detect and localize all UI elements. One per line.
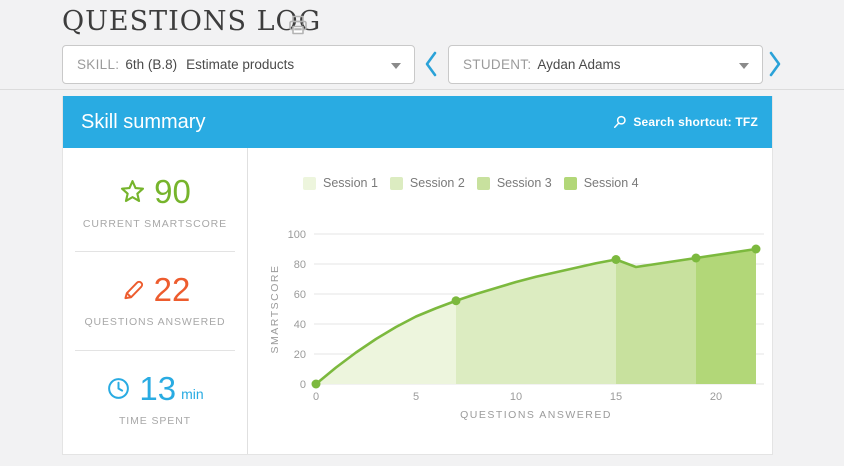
chart-legend: Session 1 Session 2 Session 3 Session 4 <box>303 176 651 190</box>
y-tick-label: 40 <box>294 319 306 331</box>
y-axis-title: SMARTSCORE <box>269 265 281 354</box>
stat-divider <box>75 349 235 351</box>
smartscore-line <box>315 247 757 386</box>
x-tick-label: 20 <box>710 391 722 403</box>
student-select-label: STUDENT: <box>463 57 532 72</box>
data-point <box>611 255 621 264</box>
legend-label: Session 1 <box>323 176 378 190</box>
skill-summary-card: Skill summary Search shortcut: TFZ 90 <box>62 96 773 455</box>
session-area <box>316 300 456 384</box>
smartscore-chart: 0 20 40 60 80 100 0 5 10 15 20 QUESTIONS ANSWERED SM… <box>269 229 764 421</box>
legend-label: Session 4 <box>583 176 639 190</box>
search-shortcut: Search shortcut: TFZ <box>613 115 758 129</box>
legend-item: Session 4 <box>563 176 639 190</box>
stats-column: 90 CURRENT SMARTSCORE 22 QUESTIONS ANSWE… <box>63 148 248 454</box>
data-point <box>691 253 701 263</box>
skill-summary-header: Skill summary Search shortcut: TFZ <box>63 96 772 148</box>
printer-icon <box>289 15 307 35</box>
stat-questions-answered: 22 QUESTIONS ANSWERED <box>63 252 247 349</box>
print-button[interactable] <box>286 13 310 37</box>
legend-swatch <box>563 176 577 190</box>
y-tick-label: 60 <box>294 289 306 301</box>
chevron-left-icon <box>425 51 437 77</box>
smartscore-label: CURRENT SMARTSCORE <box>82 218 228 231</box>
smartscore-value: 90 <box>154 173 191 211</box>
legend-item: Session 1 <box>303 176 378 190</box>
session-area <box>696 249 756 384</box>
page-title: QUESTIONS LOG <box>62 6 322 37</box>
x-tick-label: 0 <box>313 391 319 403</box>
time-spent-value: 13 <box>139 369 177 407</box>
x-tick-label: 5 <box>413 391 419 403</box>
data-point <box>451 296 461 306</box>
student-select[interactable]: STUDENT: Aydan Adams <box>448 45 763 84</box>
legend-swatch <box>303 176 316 190</box>
session-area <box>616 258 696 384</box>
chart-area: Session 1 Session 2 Session 3 Session 4 0 20… <box>248 148 772 454</box>
data-point <box>311 379 321 389</box>
questions-answered-label: QUESTIONS ANSWERED <box>84 316 226 329</box>
legend-swatch <box>389 176 403 190</box>
legend-swatch <box>476 176 490 190</box>
chevron-down-icon <box>391 63 401 69</box>
clock-icon <box>108 377 130 399</box>
star-icon <box>121 180 145 203</box>
search-icon <box>614 115 627 128</box>
skill-name: Estimate products <box>186 57 295 72</box>
previous-student-button[interactable] <box>423 49 439 79</box>
chevron-down-icon <box>739 63 749 69</box>
pencil-icon <box>124 280 143 300</box>
skill-code: 6th (B.8) <box>125 57 178 72</box>
y-tick-label: 20 <box>294 349 306 361</box>
legend-item: Session 3 <box>476 176 552 190</box>
stat-divider <box>75 251 235 253</box>
time-spent-label: TIME SPENT <box>118 414 191 427</box>
search-shortcut-text: Search shortcut: TFZ <box>633 115 758 129</box>
legend-label: Session 3 <box>496 176 552 190</box>
questions-answered-value: 22 <box>153 271 191 309</box>
skill-summary-body: 90 CURRENT SMARTSCORE 22 QUESTIONS ANSWE… <box>63 148 772 454</box>
stat-smartscore: 90 CURRENT SMARTSCORE <box>63 154 247 251</box>
student-name: Aydan Adams <box>537 57 621 72</box>
skill-select-label: SKILL: <box>77 57 120 72</box>
legend-item: Session 2 <box>389 176 465 190</box>
time-spent-unit: min <box>181 385 204 402</box>
y-tick-label: 0 <box>300 379 306 391</box>
next-student-button[interactable] <box>767 49 783 79</box>
session-area <box>456 259 616 384</box>
panel-title: Skill summary <box>81 110 206 133</box>
chevron-right-icon <box>769 51 781 77</box>
x-tick-label: 10 <box>510 391 522 403</box>
stat-time-spent: 13 min TIME SPENT <box>63 351 247 448</box>
y-tick-label: 100 <box>288 229 306 241</box>
x-axis-title: QUESTIONS ANSWERED <box>460 409 612 421</box>
y-tick-label: 80 <box>294 259 306 271</box>
legend-label: Session 2 <box>409 176 465 190</box>
header-divider <box>0 89 844 90</box>
data-point <box>751 244 761 254</box>
skill-select[interactable]: SKILL: 6th (B.8) Estimate products <box>62 45 415 84</box>
x-tick-label: 15 <box>610 391 622 403</box>
